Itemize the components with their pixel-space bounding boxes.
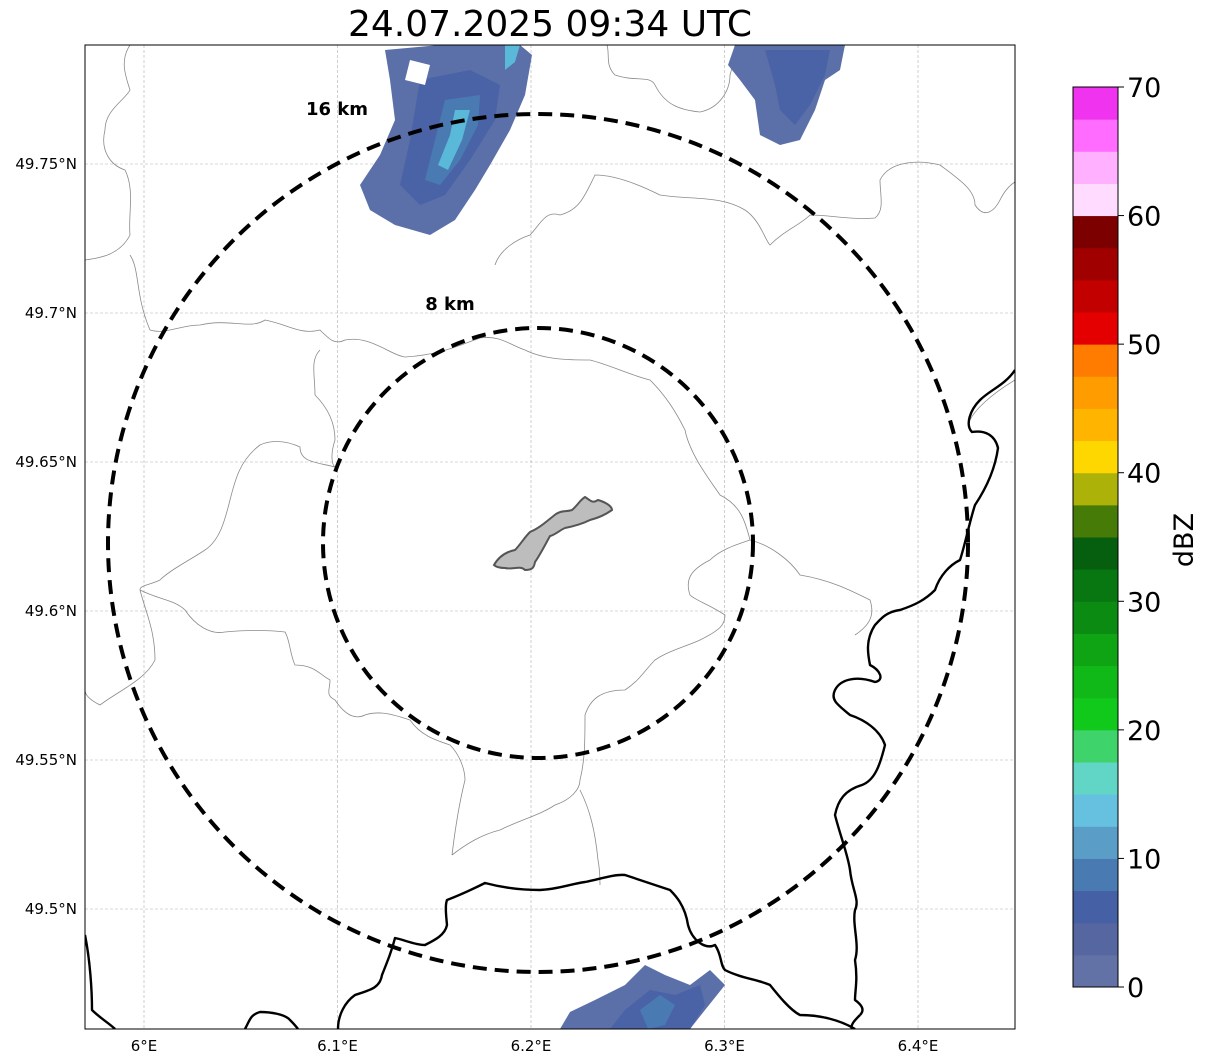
range-ring-16km bbox=[106, 112, 970, 974]
admin-boundaries bbox=[85, 45, 1015, 886]
colorbar-swatch bbox=[1073, 762, 1118, 795]
lon-tick-label: 6°E bbox=[131, 1037, 158, 1055]
lon-tick-label: 6.2°E bbox=[511, 1037, 552, 1055]
colorbar-swatch bbox=[1073, 312, 1118, 345]
lon-tick-label: 6.4°E bbox=[898, 1037, 939, 1055]
colorbar-swatch bbox=[1073, 279, 1118, 313]
colorbar-swatch bbox=[1073, 826, 1118, 859]
colorbar-swatch bbox=[1073, 87, 1118, 120]
colorbar-swatch bbox=[1073, 376, 1118, 409]
colorbar-swatch bbox=[1073, 794, 1118, 827]
colorbar-swatch bbox=[1073, 569, 1118, 602]
colorbar-frame bbox=[1072, 86, 1119, 988]
city-polygon bbox=[492, 495, 614, 572]
colorbar-tick-label: 40 bbox=[1127, 459, 1161, 490]
colorbar-swatch bbox=[1073, 472, 1118, 506]
colorbar-ticks: 0 10 20 30 40 50 60 70 bbox=[1118, 73, 1161, 1004]
colorbar-swatch bbox=[1073, 537, 1118, 570]
colorbar-swatch bbox=[1073, 729, 1118, 763]
colorbar-swatch bbox=[1073, 504, 1118, 538]
colorbar-swatch bbox=[1073, 697, 1118, 731]
lat-tick-label: 49.55°N bbox=[15, 751, 77, 769]
colorbar-swatches bbox=[1073, 87, 1118, 988]
colorbar-swatch bbox=[1073, 922, 1118, 956]
map-title: 24.07.2025 09:34 UTC bbox=[347, 4, 753, 45]
colorbar-tick-label: 10 bbox=[1127, 844, 1161, 875]
colorbar-tick-label: 20 bbox=[1127, 716, 1161, 747]
lat-tick-label: 49.7°N bbox=[25, 304, 77, 322]
colorbar-swatch bbox=[1073, 183, 1118, 217]
lat-tick-label: 49.65°N bbox=[15, 453, 77, 471]
colorbar-swatch bbox=[1073, 633, 1118, 667]
range-ring-8km bbox=[321, 326, 755, 760]
colorbar-swatch bbox=[1073, 408, 1118, 442]
colorbar-swatch bbox=[1073, 151, 1118, 184]
colorbar-swatch bbox=[1073, 215, 1118, 249]
colorbar-swatch bbox=[1073, 247, 1118, 281]
colorbar-swatch bbox=[1073, 858, 1118, 892]
ring-label-8km: 8 km bbox=[425, 294, 475, 315]
colorbar-label: dBZ bbox=[1169, 513, 1200, 567]
colorbar-swatch bbox=[1073, 890, 1118, 924]
colorbar: 0 10 20 30 40 50 60 70 dBZ bbox=[1072, 73, 1200, 1004]
gridlines bbox=[85, 45, 1015, 1029]
lon-tick-label: 6.1°E bbox=[317, 1037, 358, 1055]
colorbar-tick-label: 50 bbox=[1127, 330, 1161, 361]
colorbar-tick-label: 0 bbox=[1127, 973, 1144, 1004]
echo-cell-northeast bbox=[728, 45, 845, 145]
lat-tick-label: 49.5°N bbox=[25, 900, 77, 918]
map-frame bbox=[84, 44, 1016, 1030]
colorbar-swatch bbox=[1073, 119, 1118, 152]
colorbar-swatch bbox=[1073, 344, 1118, 377]
colorbar-swatch bbox=[1073, 601, 1118, 634]
echo-cell-south bbox=[560, 965, 725, 1029]
national-borders bbox=[85, 369, 1015, 1029]
lat-tick-label: 49.6°N bbox=[25, 602, 77, 620]
radar-echoes bbox=[360, 45, 845, 1029]
colorbar-swatch bbox=[1073, 954, 1118, 988]
echo-cell-north bbox=[360, 45, 532, 235]
colorbar-tick-label: 30 bbox=[1127, 587, 1161, 618]
lon-tick-labels: 6°E 6.1°E 6.2°E 6.3°E 6.4°E bbox=[131, 1037, 939, 1055]
lon-tick-label: 6.3°E bbox=[704, 1037, 745, 1055]
colorbar-swatch bbox=[1073, 440, 1118, 474]
ring-label-16km: 16 km bbox=[306, 99, 368, 120]
lat-tick-labels: 49.75°N 49.7°N 49.65°N 49.6°N 49.55°N 49.5°N bbox=[15, 155, 77, 918]
colorbar-tick-label: 60 bbox=[1127, 202, 1161, 233]
colorbar-tick-label: 70 bbox=[1127, 73, 1161, 104]
colorbar-swatch bbox=[1073, 665, 1118, 699]
lat-tick-label: 49.75°N bbox=[15, 155, 77, 173]
